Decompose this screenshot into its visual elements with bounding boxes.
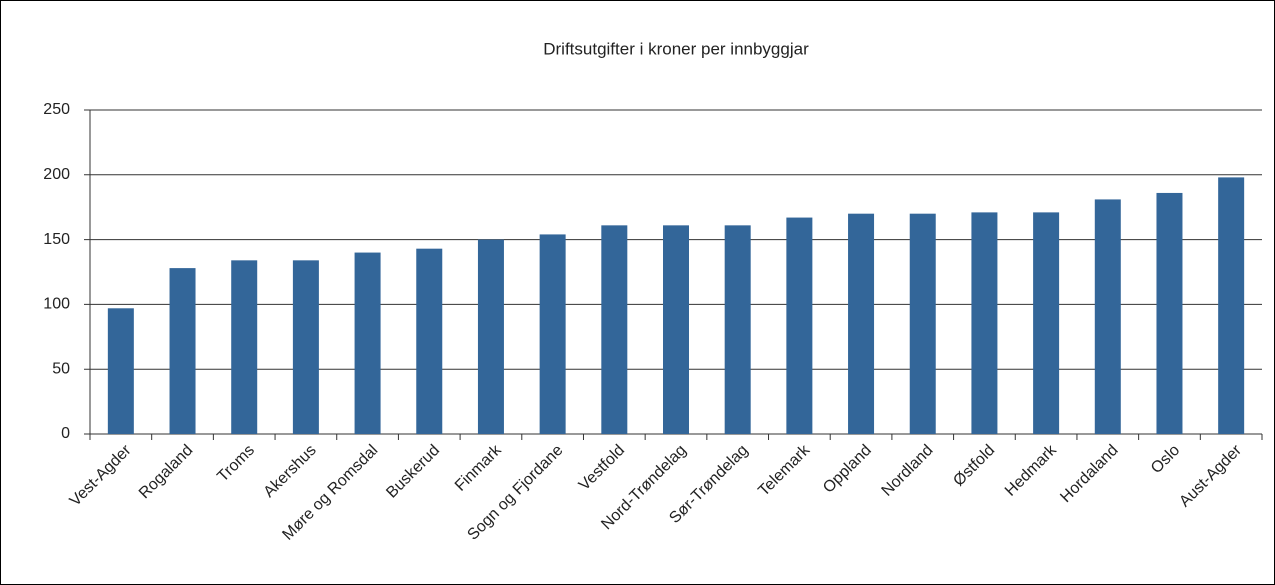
bar — [601, 225, 628, 434]
y-tick-label: 150 — [43, 231, 70, 248]
bar — [1218, 177, 1245, 434]
y-tick-label: 200 — [43, 166, 70, 183]
bar — [663, 225, 689, 434]
bar — [292, 260, 319, 434]
bar — [477, 239, 504, 434]
bar — [539, 234, 566, 434]
bar — [786, 217, 813, 434]
bar — [1094, 199, 1121, 434]
y-tick-label: 50 — [52, 360, 70, 377]
chart-title: Driftsutgifter i kroner per innbyggjar — [543, 39, 809, 58]
y-tick-label: 100 — [43, 296, 70, 313]
bar — [354, 252, 381, 434]
bar — [848, 213, 875, 434]
bar — [971, 212, 998, 434]
y-tick-label: 0 — [61, 425, 70, 442]
bar — [416, 248, 443, 434]
bar — [1033, 212, 1060, 434]
bar — [107, 308, 134, 434]
bar — [231, 260, 258, 434]
y-tick-label: 250 — [43, 101, 70, 118]
bar — [909, 213, 936, 434]
bar — [169, 268, 196, 434]
bar — [724, 225, 751, 434]
bar — [1156, 192, 1183, 434]
